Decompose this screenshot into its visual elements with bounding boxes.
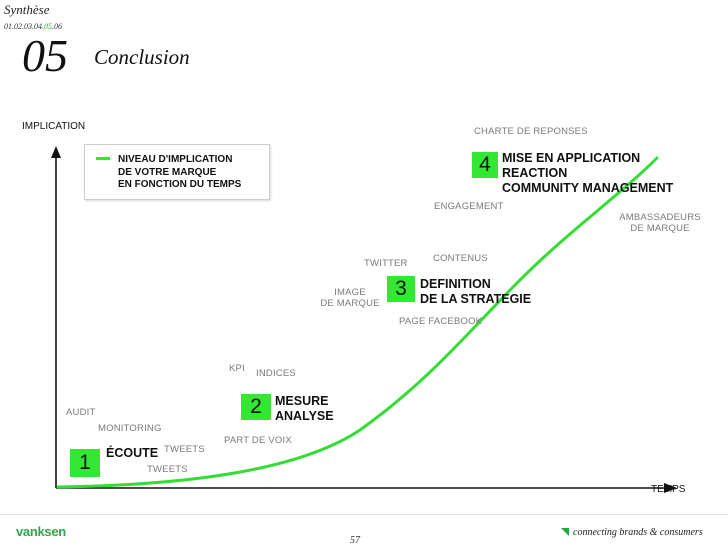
- x-axis-arrow-icon: [664, 483, 677, 493]
- x-axis: [56, 483, 677, 493]
- stage-1-label: ÉCOUTE: [106, 446, 159, 460]
- label-contenus: CONTENUS: [433, 253, 488, 264]
- implication-curve: [56, 156, 659, 489]
- stage-1-number: 1: [70, 449, 100, 477]
- label-tweets-a: TWEETS: [164, 444, 205, 455]
- stage-4-line-3: COMMUNITY MANAGEMENT: [502, 181, 674, 195]
- tagline-triangle-icon: [561, 528, 569, 536]
- label-tweets-b: TWEETS: [147, 464, 188, 475]
- label-image-de-marque-line-1: IMAGE: [334, 287, 366, 298]
- stage-4-line-1: MISE EN APPLICATION: [502, 151, 641, 165]
- breadcrumb: 01.02.03.04.05.06: [4, 22, 62, 31]
- label-monitoring: MONITORING: [98, 423, 162, 434]
- label-image-de-marque: IMAGE DE MARQUE: [316, 287, 384, 309]
- stage-4-label: MISE EN APPLICATION REACTION COMMUNITY M…: [502, 151, 673, 196]
- legend-text: NIVEAU D'IMPLICATION DE VOTRE MARQUE EN …: [118, 154, 241, 192]
- page-title: Conclusion: [94, 45, 190, 69]
- y-axis-arrow-icon: [51, 146, 61, 158]
- label-ambassadeurs: AMBASSADEURS DE MARQUE: [614, 212, 706, 234]
- label-ambassadeurs-line-1: AMBASSADEURS: [619, 212, 701, 223]
- label-kpi: KPI: [229, 363, 245, 374]
- stage-2-label: MESURE ANALYSE: [275, 394, 334, 424]
- label-part-de-voix: PART DE VOIX: [224, 435, 292, 446]
- chapter-number: 05: [22, 30, 68, 81]
- breadcrumb-current: 05: [44, 22, 52, 31]
- x-axis-label: TEMPS: [651, 484, 686, 495]
- y-axis: [51, 146, 61, 488]
- legend: [84, 144, 270, 200]
- stage-2-line-2: ANALYSE: [275, 409, 334, 423]
- legend-line-3: EN FONCTION DU TEMPS: [118, 179, 242, 190]
- stage-2-number: 2: [241, 394, 271, 420]
- footer-divider: [0, 514, 728, 515]
- stage-3-line-1: DEFINITION: [420, 277, 491, 291]
- legend-swatch: [96, 157, 110, 160]
- y-axis-label: IMPLICATION: [22, 121, 86, 132]
- section-title: Synthèse: [4, 2, 50, 17]
- page-number: 57: [350, 535, 360, 546]
- legend-line-2: DE VOTRE MARQUE: [118, 166, 217, 178]
- breadcrumb-post: .06: [52, 22, 62, 31]
- label-indices: INDICES: [256, 368, 296, 379]
- stage-2-line-1: MESURE: [275, 394, 329, 408]
- stage-3-number: 3: [387, 276, 415, 302]
- vanksen-logo: vanksen: [16, 524, 66, 539]
- stage-3-label: DEFINITION DE LA STRATEGIE: [420, 277, 531, 307]
- stage-3-line-2: DE LA STRATEGIE: [420, 292, 532, 306]
- label-ambassadeurs-line-2: DE MARQUE: [630, 223, 690, 234]
- label-image-de-marque-line-2: DE MARQUE: [320, 298, 380, 309]
- legend-line-1: NIVEAU D'IMPLICATION: [118, 154, 233, 165]
- breadcrumb-pre: 01.02.03.04.: [4, 22, 44, 31]
- label-twitter: TWITTER: [364, 258, 408, 269]
- stage-4-line-2: REACTION: [502, 166, 568, 180]
- tagline: connecting brands & consumers: [573, 527, 703, 538]
- stage-4-number: 4: [472, 152, 498, 178]
- label-engagement: ENGAGEMENT: [434, 201, 504, 212]
- label-charte: CHARTE DE REPONSES: [474, 126, 588, 137]
- label-audit: AUDIT: [66, 407, 96, 418]
- label-page-facebook: PAGE FACEBOOK: [399, 316, 483, 327]
